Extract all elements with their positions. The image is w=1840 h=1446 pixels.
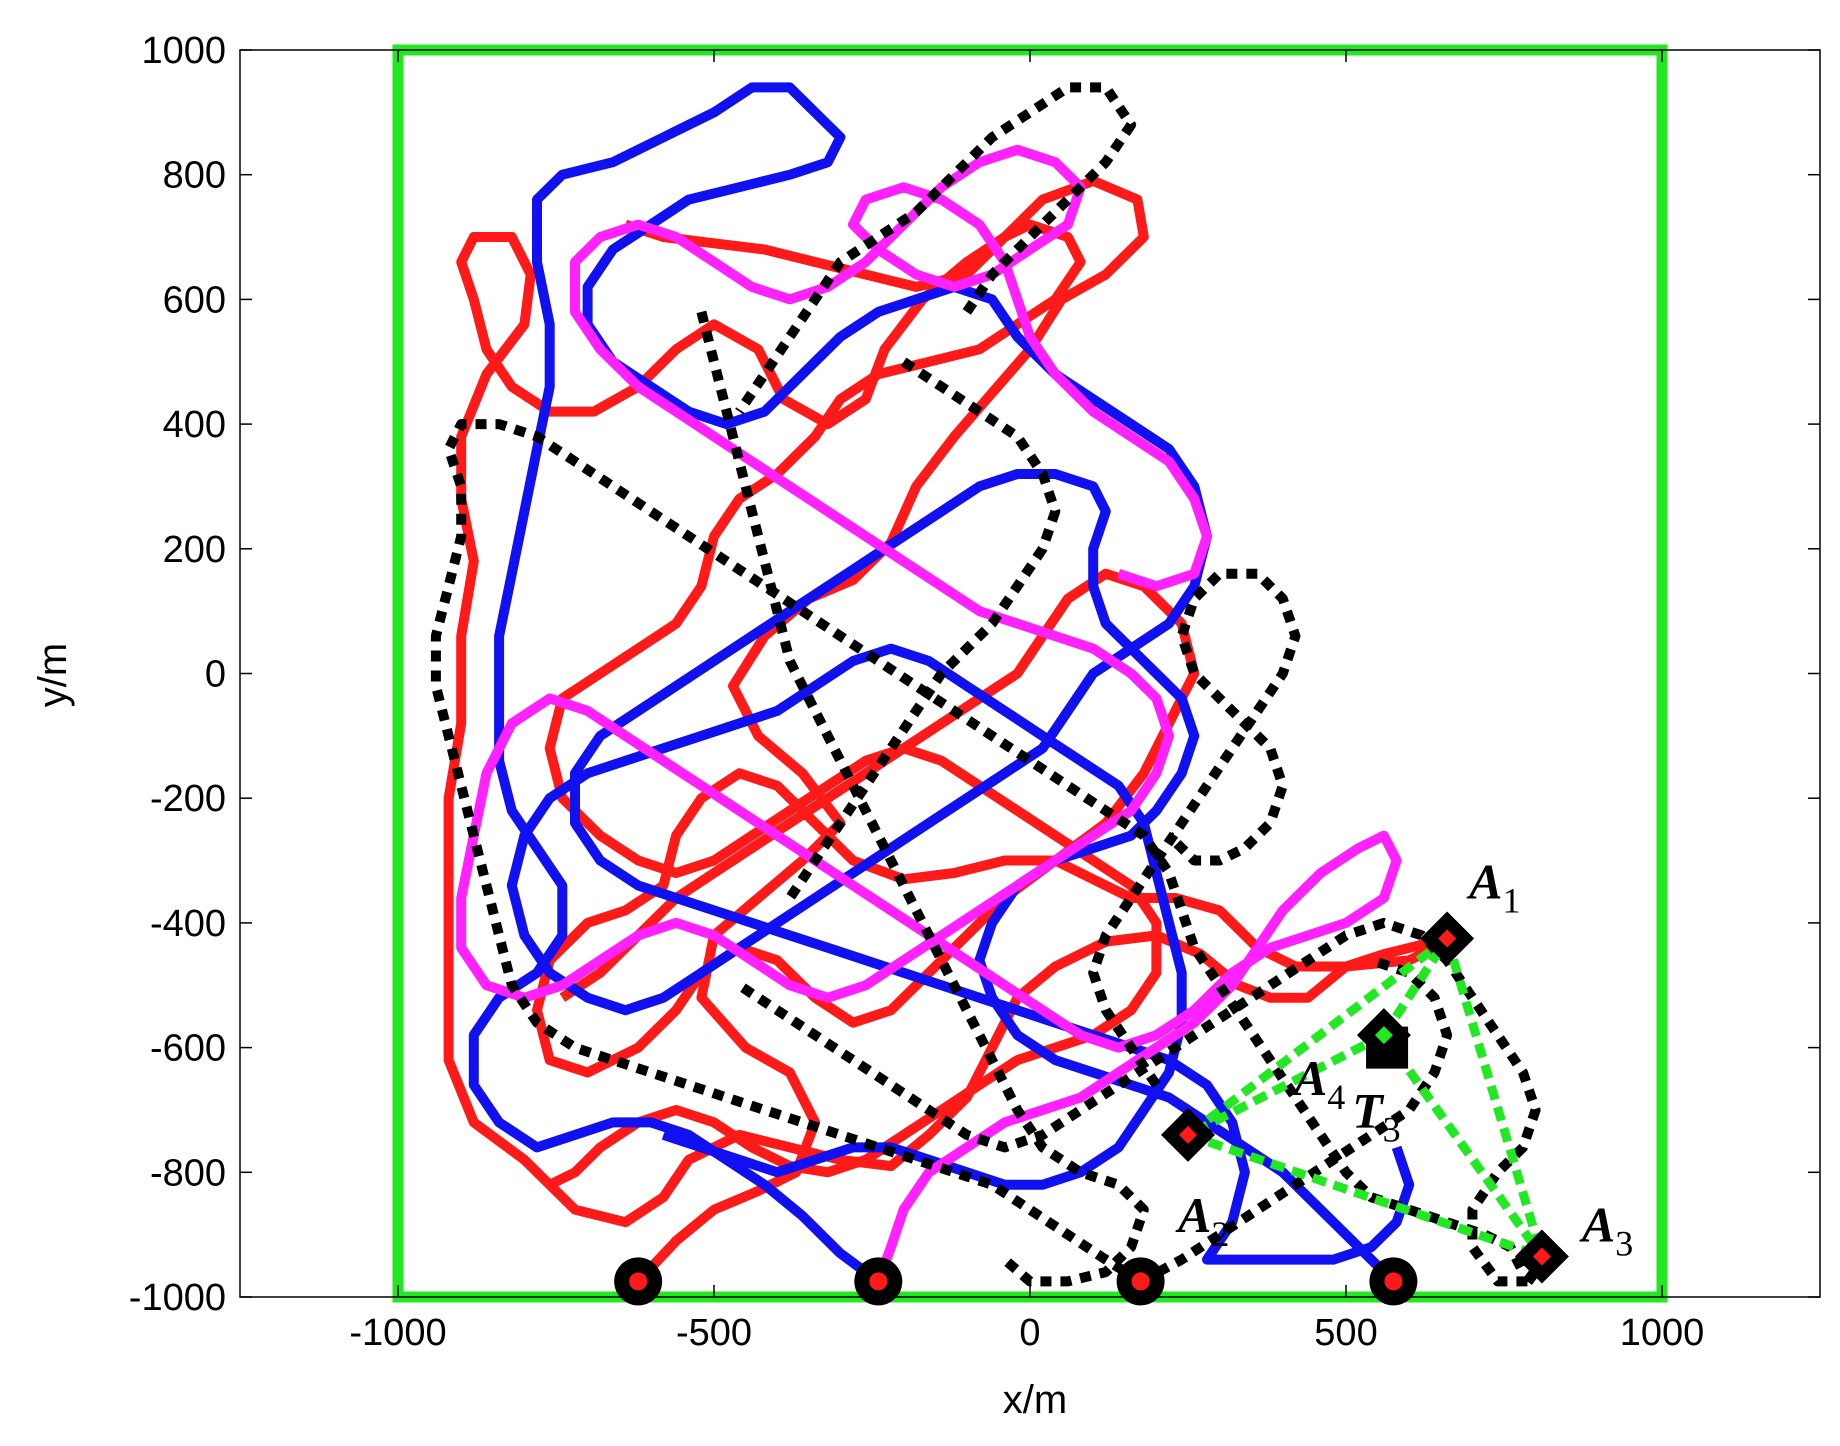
trajectory-series-7 <box>1138 955 1453 1286</box>
anchor-label-4: A4 <box>1291 1050 1345 1117</box>
localization-line-5 <box>1380 1032 1546 1260</box>
localization-line-3 <box>1186 1130 1544 1261</box>
x-tick-label-3: 0 <box>1019 1312 1040 1354</box>
y-tick-label-10: 800 <box>163 155 226 197</box>
trajectory-series-2 <box>544 219 1162 1190</box>
trajectory-series-10 <box>1088 568 1301 1088</box>
marker-layer <box>614 911 1569 1306</box>
trajectory-series-9 <box>735 82 1137 415</box>
trajectory-series-11 <box>785 357 1061 901</box>
anchor-label-2-subscript: 2 <box>1211 1214 1229 1254</box>
anchor-marker-center-1 <box>1438 929 1457 948</box>
x-tick-label-2: -500 <box>676 1312 752 1354</box>
start-marker-center-4 <box>1384 1272 1403 1291</box>
y-axis-label: y/m <box>31 643 75 707</box>
localization-line-1 <box>1185 934 1450 1139</box>
trajectory-series-8 <box>696 310 1149 1287</box>
trajectory-series-3 <box>468 82 1212 1286</box>
y-tick-label-8: 400 <box>163 404 226 446</box>
y-tick-label-1: -1000 <box>129 1277 226 1319</box>
y-tick-label-4: -400 <box>150 903 226 945</box>
start-marker-center-2 <box>869 1272 888 1291</box>
ticks-layer: -1000 -500 0 500 1000 -1000 -800 -600 -400 -200 0 2… <box>129 30 1820 1354</box>
anchor-label-3-subscript: 3 <box>1615 1223 1633 1263</box>
y-tick-label-3: -600 <box>150 1028 226 1070</box>
localization-line-2 <box>1442 937 1547 1258</box>
x-tick-label-4: 500 <box>1314 1312 1377 1354</box>
y-tick-label-2: -800 <box>150 1152 226 1194</box>
x-tick-label-5: 1000 <box>1620 1312 1705 1354</box>
start-marker-center-1 <box>629 1272 648 1291</box>
anchor-marker-center-4 <box>1374 1026 1393 1045</box>
y-tick-label-11: 1000 <box>141 30 226 72</box>
anchor-label-1-subscript: 1 <box>1502 880 1520 920</box>
localization-line-4 <box>1185 1031 1386 1139</box>
x-tick-label-1: -1000 <box>349 1312 446 1354</box>
y-tick-label-7: 200 <box>163 529 226 571</box>
x-axis-label: x/m <box>1003 1378 1067 1422</box>
triangle-layer <box>1185 934 1547 1261</box>
series-layer <box>430 82 1541 1287</box>
anchor-marker-center-3 <box>1532 1247 1551 1266</box>
anchor-marker-center-2 <box>1179 1125 1197 1144</box>
trajectory-series-6 <box>430 419 1541 1287</box>
y-tick-label-6: 0 <box>205 654 226 696</box>
start-marker-center-3 <box>1131 1272 1150 1291</box>
anchor-label-4-subscript: 4 <box>1327 1077 1345 1117</box>
y-tick-label-5: -200 <box>150 778 226 820</box>
target-label-subscript: 3 <box>1383 1110 1401 1150</box>
y-tick-label-9: 600 <box>163 279 226 321</box>
